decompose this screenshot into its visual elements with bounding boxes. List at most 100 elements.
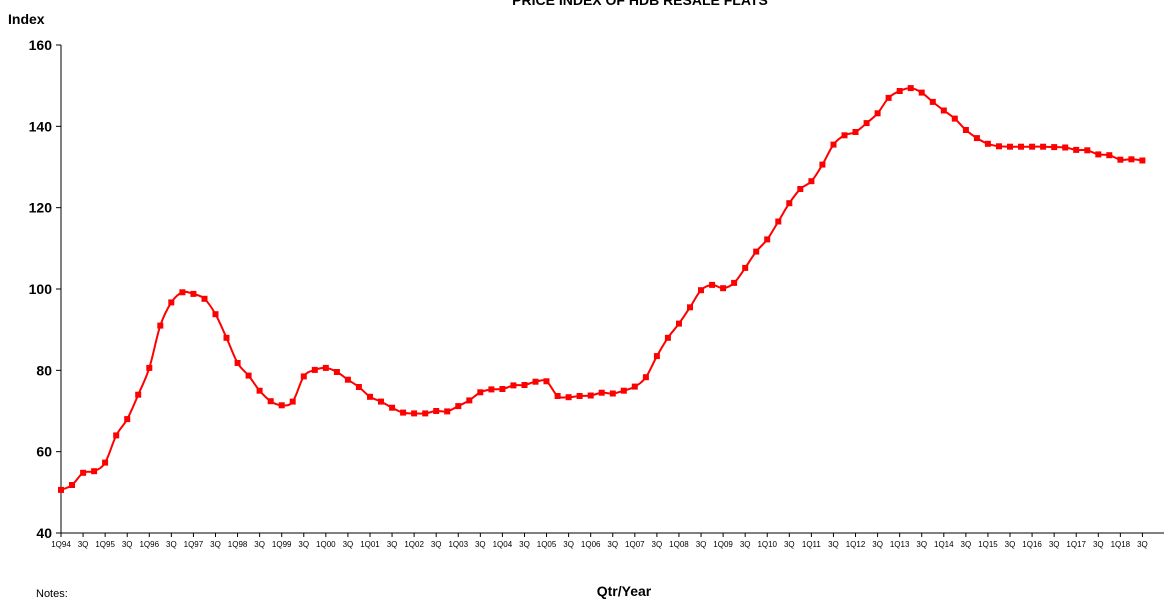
data-point-marker xyxy=(863,120,870,127)
data-point-marker xyxy=(201,295,208,302)
x-tick-label: 3Q xyxy=(519,540,530,549)
x-tick-label: 3Q xyxy=(387,540,398,549)
data-point-marker xyxy=(642,374,649,381)
data-point-marker xyxy=(400,409,407,416)
x-tick-label: 1Q05 xyxy=(537,540,557,549)
data-point-marker xyxy=(1117,156,1124,163)
data-point-marker xyxy=(753,248,760,255)
data-point-marker xyxy=(1007,143,1013,150)
data-point-marker xyxy=(808,178,815,185)
x-tick-label: 1Q04 xyxy=(493,540,513,549)
x-tick-label: 1Q02 xyxy=(404,540,424,549)
data-point-marker xyxy=(742,264,749,271)
y-tick-label: 120 xyxy=(29,200,53,216)
x-tick-label: 3Q xyxy=(254,540,265,549)
data-point-marker xyxy=(587,392,594,399)
x-tick-label: 1Q09 xyxy=(713,540,733,549)
x-tick-label: 1Q97 xyxy=(184,540,204,549)
data-point-marker xyxy=(731,279,738,286)
data-point-marker xyxy=(499,386,506,392)
data-point-marker xyxy=(885,94,892,101)
x-tick-label: 3Q xyxy=(1005,540,1016,549)
data-point-marker xyxy=(311,366,318,373)
data-point-marker xyxy=(466,397,473,404)
x-tick-label: 1Q96 xyxy=(139,540,159,549)
data-point-marker xyxy=(455,403,462,410)
y-tick-label: 100 xyxy=(29,281,53,297)
data-point-marker xyxy=(918,89,925,96)
data-point-marker xyxy=(896,88,903,94)
data-point-marker xyxy=(996,143,1002,150)
x-tick-label: 1Q11 xyxy=(802,540,822,549)
data-point-marker xyxy=(179,289,186,296)
x-tick-label: 3Q xyxy=(166,540,177,549)
x-tick-label: 1Q01 xyxy=(360,540,380,549)
y-tick-label: 60 xyxy=(36,444,52,460)
data-point-marker xyxy=(488,386,495,393)
data-point-marker xyxy=(510,382,517,389)
data-point-marker xyxy=(389,404,396,411)
x-tick-label: 1Q10 xyxy=(757,540,777,549)
data-point-marker xyxy=(874,110,881,117)
data-point-marker xyxy=(433,408,440,414)
x-tick-label: 1Q94 xyxy=(51,540,71,549)
data-point-marker xyxy=(1029,143,1036,150)
data-point-marker xyxy=(124,416,131,423)
data-point-marker xyxy=(477,389,484,396)
data-point-marker xyxy=(157,322,164,329)
data-point-marker xyxy=(653,353,660,360)
x-tick-label: 3Q xyxy=(563,540,574,549)
data-point-marker xyxy=(355,384,362,390)
data-point-marker xyxy=(698,287,704,294)
x-tick-label: 3Q xyxy=(298,540,309,549)
data-point-marker xyxy=(245,372,252,379)
data-point-marker xyxy=(267,398,274,405)
data-point-marker xyxy=(841,132,848,139)
x-tick-label: 3Q xyxy=(78,540,89,549)
x-tick-label: 1Q15 xyxy=(978,540,998,549)
chart-title: PRICE INDEX OF HDB RESALE FLATS xyxy=(512,0,768,8)
data-point-marker xyxy=(687,304,693,311)
x-tick-label: 1Q99 xyxy=(272,540,292,549)
data-point-marker xyxy=(1018,143,1024,150)
x-tick-label: 3Q xyxy=(961,540,972,549)
data-point-marker xyxy=(609,390,616,397)
x-tick-label: 1Q00 xyxy=(316,540,336,549)
data-point-marker xyxy=(113,432,120,439)
data-point-marker xyxy=(102,459,109,466)
x-tick-label: 3Q xyxy=(740,540,751,549)
data-point-marker xyxy=(146,364,153,371)
x-tick-label: 1Q03 xyxy=(448,540,468,549)
data-point-marker xyxy=(797,186,804,192)
data-point-marker xyxy=(278,402,285,409)
data-point-marker xyxy=(720,285,727,292)
data-point-marker xyxy=(300,373,307,380)
data-point-marker xyxy=(1139,157,1146,164)
data-point-marker xyxy=(962,127,969,133)
data-point-marker xyxy=(444,408,451,415)
data-point-marker xyxy=(422,410,429,417)
data-point-marker xyxy=(940,107,947,114)
data-point-marker xyxy=(378,398,384,405)
data-point-marker xyxy=(543,378,550,385)
data-point-marker xyxy=(1040,143,1047,150)
y-tick-label: 80 xyxy=(36,362,52,378)
x-tick-label: 3Q xyxy=(916,540,927,549)
x-tick-label: 1Q07 xyxy=(625,540,645,549)
x-tick-label: 1Q06 xyxy=(581,540,601,549)
data-point-marker xyxy=(289,398,296,405)
data-point-marker xyxy=(664,334,671,341)
x-tick-label: 1Q16 xyxy=(1022,540,1042,549)
x-tick-label: 3Q xyxy=(784,540,795,549)
y-axis-label: Index xyxy=(8,11,45,27)
x-tick-label: 3Q xyxy=(872,540,883,549)
data-point-marker xyxy=(168,299,175,306)
data-point-marker xyxy=(91,468,98,475)
data-point-marker xyxy=(1073,146,1080,153)
data-point-marker xyxy=(1084,147,1091,154)
y-tick-label: 140 xyxy=(29,118,53,134)
data-point-marker xyxy=(830,141,837,148)
x-tick-label: 3Q xyxy=(696,540,707,549)
x-tick-label: 3Q xyxy=(1093,540,1104,549)
data-point-marker xyxy=(973,135,980,142)
